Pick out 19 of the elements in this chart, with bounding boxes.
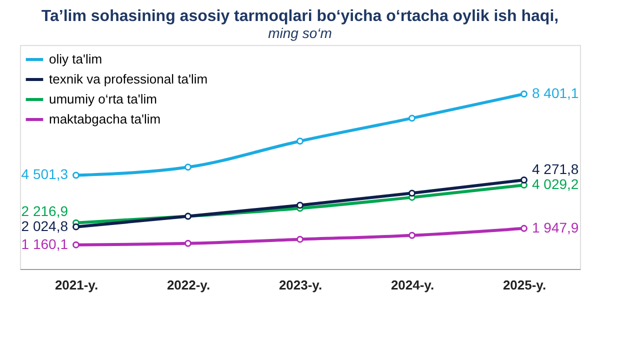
x-tick-label: 2025-y. (502, 278, 546, 292)
x-tick-label: 2022-y. (166, 278, 210, 292)
legend-label: umumiy o‘rta ta'lim (49, 92, 157, 106)
data-label: 4 501,3 (21, 166, 68, 182)
chart-subtitle: ming so‘m (268, 25, 332, 41)
data-label: 8 401,1 (532, 85, 579, 101)
data-label: 2 024,8 (21, 218, 68, 234)
data-label: 4 029,2 (532, 176, 579, 192)
legend-label: oliy ta'lim (49, 52, 102, 66)
legend-label: texnik va professional ta'lim (49, 72, 208, 86)
x-tick-label: 2023-y. (278, 278, 322, 292)
x-tick-label: 2024-y. (390, 278, 434, 292)
chart-title: Ta’lim sohasining asosiy tarmoqlari bo‘yicha o‘rtacha oylik ish haqi, (41, 8, 559, 25)
legend-label: maktabgacha ta'lim (49, 112, 161, 126)
data-label: 4 271,8 (532, 161, 579, 178)
data-label: 1 947,9 (532, 219, 579, 236)
data-label: 2 216,9 (21, 202, 68, 219)
x-tick-label: 2021-y. (54, 278, 98, 292)
data-label: 1 160,1 (21, 236, 68, 252)
